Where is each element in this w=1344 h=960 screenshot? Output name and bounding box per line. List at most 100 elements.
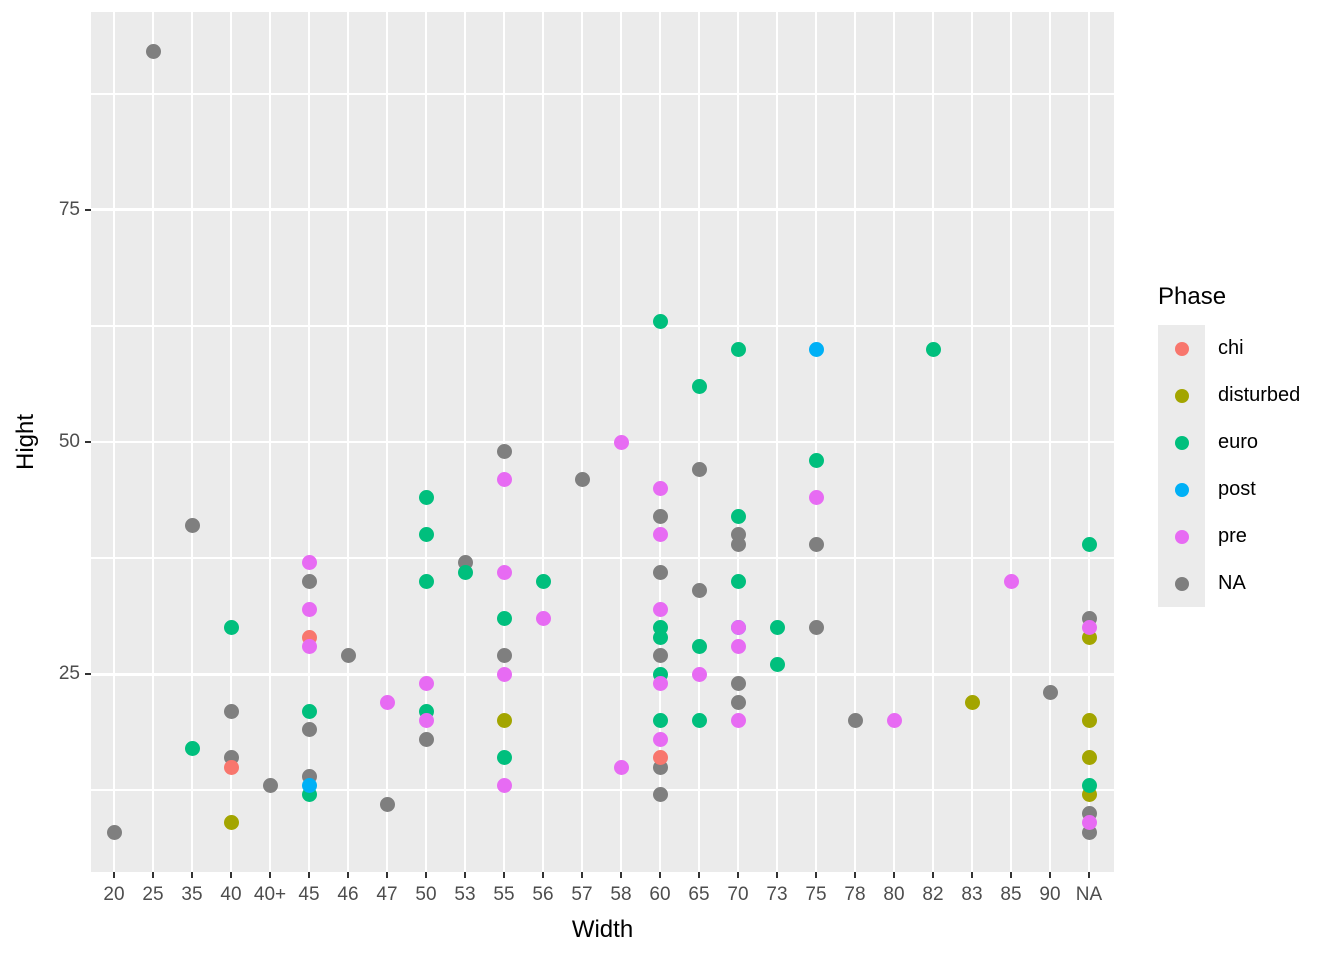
x-gridline [1009, 12, 1013, 872]
y-minor-gridline [91, 92, 1114, 95]
x-gridline [892, 12, 896, 872]
data-point-pre [1081, 620, 1097, 636]
data-point-NA [340, 648, 356, 664]
legend-entry-chi: chi [1158, 325, 1300, 372]
data-point-pre [1081, 815, 1097, 831]
x-gridline [463, 12, 467, 872]
x-tick-mark [893, 872, 895, 878]
x-gridline [1087, 12, 1091, 872]
data-point-pre [613, 759, 629, 775]
x-axis-title: Width [571, 916, 634, 943]
legend-label: post [1218, 478, 1256, 500]
x-gridline [190, 12, 194, 872]
x-tick-label: 56 [532, 884, 554, 905]
x-tick-mark [971, 872, 973, 878]
plot-panel [91, 12, 1114, 872]
x-tick-label: 85 [1000, 884, 1022, 905]
y-tick-label: 75 [58, 198, 80, 220]
y-tick-mark [85, 673, 91, 676]
legend-key-box [1158, 372, 1205, 419]
x-gridline [385, 12, 389, 872]
x-gridline [658, 12, 662, 872]
data-point-euro [730, 341, 746, 357]
data-point-euro [418, 573, 434, 589]
x-tick-mark [542, 872, 544, 878]
data-point-euro [691, 638, 707, 654]
data-point-euro [769, 657, 785, 673]
data-point-pre [535, 610, 551, 626]
x-tick-label: 80 [883, 884, 905, 905]
data-point-disturbed [1081, 713, 1097, 729]
data-point-pre [613, 434, 629, 450]
y-tick-mark [85, 441, 91, 443]
x-gridline [1048, 12, 1052, 872]
legend-label: chi [1218, 337, 1244, 359]
x-tick-mark [737, 872, 739, 878]
legend-entry-NA: NA [1158, 560, 1300, 607]
x-tick-label: 35 [181, 884, 203, 905]
x-tick-label: 70 [727, 884, 749, 905]
x-tick-mark [1088, 872, 1090, 878]
data-point-pre [301, 601, 317, 617]
legend-entry-disturbed: disturbed [1158, 372, 1300, 419]
x-gridline [268, 12, 272, 872]
x-tick-mark [230, 872, 232, 878]
legend-label: euro [1218, 431, 1259, 453]
data-point-NA [301, 573, 317, 589]
data-point-post [301, 778, 317, 794]
data-point-NA [145, 44, 161, 60]
data-point-NA [1042, 685, 1058, 701]
data-point-disturbed [223, 815, 239, 831]
x-tick-label: 75 [805, 884, 827, 905]
data-point-NA [730, 694, 746, 710]
x-gridline [580, 12, 584, 872]
data-point-NA [418, 731, 434, 747]
legend-key-box [1158, 466, 1205, 513]
x-tick-mark [815, 872, 817, 878]
legend-key-box [1158, 325, 1205, 372]
legend-entry-pre: pre [1158, 513, 1300, 560]
x-tick-mark [269, 872, 271, 878]
legend-dot-disturbed [1174, 388, 1189, 403]
data-point-NA [730, 675, 746, 691]
x-tick-label: 83 [961, 884, 983, 905]
x-gridline [970, 12, 974, 872]
data-point-NA [652, 508, 668, 524]
data-point-euro [730, 508, 746, 524]
x-tick-label: 60 [649, 884, 671, 905]
legend-dot-post [1174, 482, 1189, 497]
y-minor-gridline [91, 325, 1114, 327]
data-point-euro [769, 620, 785, 636]
data-point-pre [1003, 573, 1019, 589]
legend-entries: chi disturbed euro post pre NA [1158, 325, 1300, 607]
x-gridline [814, 12, 818, 872]
data-point-pre [652, 601, 668, 617]
data-point-euro [925, 341, 941, 357]
data-point-NA [808, 536, 824, 552]
x-gridline [502, 12, 506, 872]
data-point-NA [730, 536, 746, 552]
data-point-NA [496, 443, 512, 459]
x-tick-label: 45 [298, 884, 320, 905]
data-point-euro [652, 313, 668, 329]
data-point-NA [691, 462, 707, 478]
data-point-NA [808, 620, 824, 636]
x-tick-label: 40+ [253, 884, 287, 905]
data-point-NA [379, 796, 395, 812]
data-point-euro [418, 490, 434, 506]
legend-key-box [1158, 560, 1205, 607]
x-tick-label: 78 [844, 884, 866, 905]
data-point-NA [652, 564, 668, 580]
x-tick-label: 25 [142, 884, 164, 905]
data-point-pre [496, 471, 512, 487]
x-tick-mark [620, 872, 622, 878]
legend-label: pre [1218, 525, 1247, 547]
data-point-pre [496, 666, 512, 682]
data-point-pre [301, 555, 317, 571]
data-point-pre [730, 638, 746, 654]
data-point-pre [730, 713, 746, 729]
data-point-pre [652, 480, 668, 496]
data-point-NA [847, 713, 863, 729]
data-point-pre [808, 490, 824, 506]
x-tick-mark [386, 872, 388, 878]
